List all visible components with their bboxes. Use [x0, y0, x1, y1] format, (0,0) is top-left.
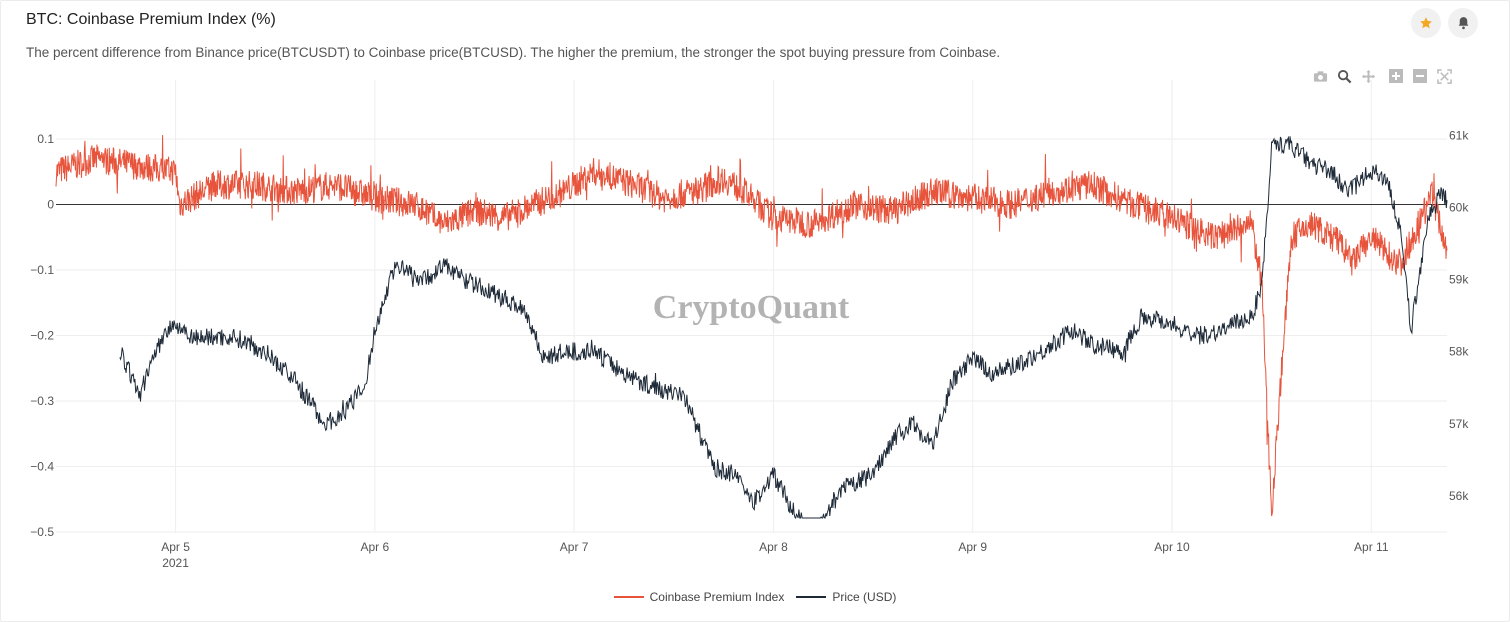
y-left-tick-label: −0.2: [30, 329, 54, 343]
legend-label-premium: Coinbase Premium Index: [649, 590, 785, 604]
x-tick-label: Apr 8: [759, 540, 788, 554]
chart-legend: Coinbase Premium Index Price (USD): [0, 590, 1510, 604]
x-tick-label: Apr 5: [161, 540, 190, 554]
y-right-tick-label: 57k: [1449, 417, 1469, 431]
y-left-tick-label: −0.1: [30, 263, 54, 277]
y-left-tick-label: −0.3: [30, 394, 54, 408]
autoscale-icon[interactable]: [1435, 67, 1453, 85]
camera-icon[interactable]: [1311, 67, 1329, 85]
x-tick-label: Apr 10: [1154, 540, 1190, 554]
zoom-icon[interactable]: [1335, 67, 1353, 85]
y-right-tick-label: 61k: [1449, 128, 1469, 142]
pan-icon[interactable]: [1359, 67, 1377, 85]
x-tick-sublabel: 2021: [162, 556, 189, 570]
chart-toolbar: [1311, 67, 1459, 85]
zoom-out-icon[interactable]: [1411, 67, 1429, 85]
bell-icon: [1458, 17, 1468, 30]
price-series-line: [119, 135, 1448, 519]
y-left-tick-label: −0.4: [30, 460, 54, 474]
alert-button[interactable]: [1448, 8, 1478, 38]
premium-series-line: [55, 134, 1448, 517]
y-left-tick-label: 0: [47, 198, 54, 212]
legend-swatch-price: [796, 596, 827, 598]
zoom-in-icon[interactable]: [1387, 67, 1405, 85]
y-right-tick-label: 58k: [1449, 345, 1469, 359]
y-left-tick-label: 0.1: [37, 132, 54, 146]
page-title: BTC: Coinbase Premium Index (%): [26, 11, 276, 28]
star-icon: [1420, 17, 1432, 29]
y-right-tick-label: 56k: [1449, 489, 1469, 503]
x-tick-label: Apr 11: [1354, 540, 1389, 554]
legend-label-price: Price (USD): [832, 590, 897, 604]
chart-description: The percent difference from Binance pric…: [26, 45, 1001, 60]
legend-item-price[interactable]: Price (USD): [796, 590, 896, 604]
favorite-button[interactable]: [1411, 8, 1441, 38]
x-tick-label: Apr 7: [560, 540, 589, 554]
y-left-tick-label: −0.5: [30, 525, 54, 539]
legend-swatch-premium: [613, 596, 644, 598]
y-right-tick-label: 60k: [1449, 200, 1469, 214]
legend-item-premium[interactable]: Coinbase Premium Index: [613, 590, 785, 604]
x-tick-label: Apr 9: [958, 540, 987, 554]
watermark: CryptoQuant: [653, 289, 850, 326]
y-right-tick-label: 59k: [1449, 273, 1469, 287]
x-tick-label: Apr 6: [361, 540, 390, 554]
